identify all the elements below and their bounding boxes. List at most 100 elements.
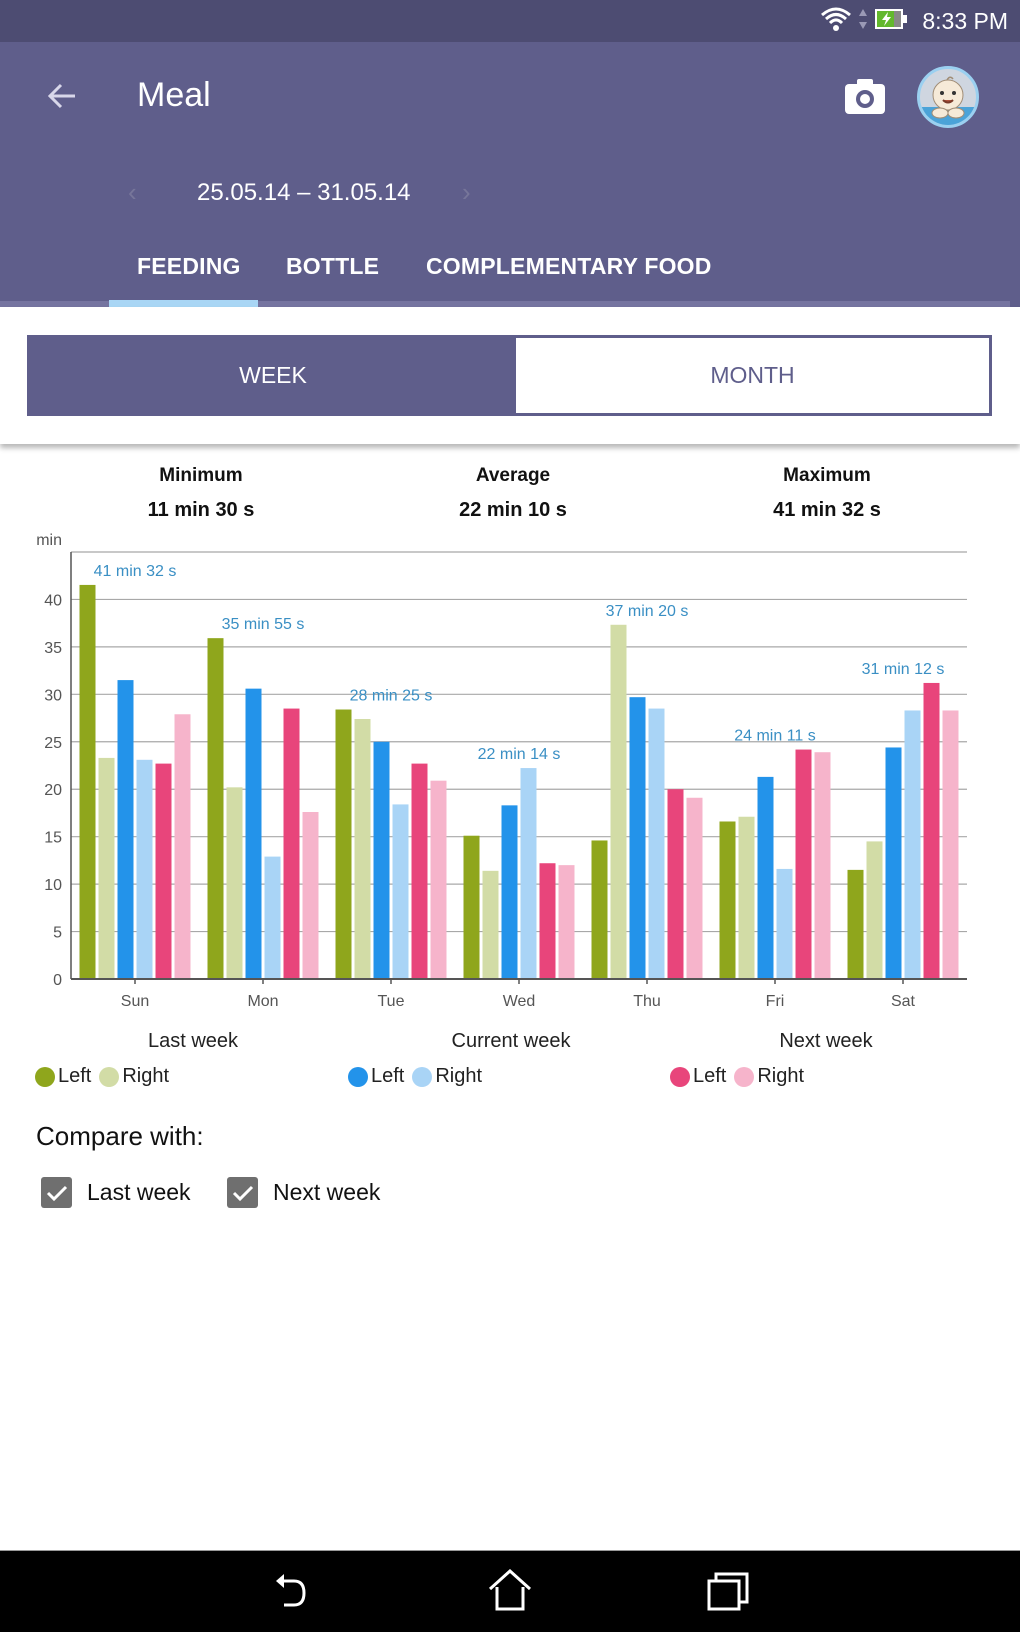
bar (885, 747, 902, 979)
compare-last-week-checkbox[interactable]: Last week (41, 1177, 191, 1208)
y-tick-label: 15 (44, 830, 62, 847)
app-bar: Meal ‹ 25.05.14 – 31 (0, 42, 1020, 307)
chevron-left-icon[interactable]: ‹ (128, 177, 137, 207)
page-title: Meal (137, 76, 211, 114)
checkbox-label: Last week (87, 1179, 191, 1205)
y-tick-label: 25 (44, 735, 62, 752)
grid-lines (71, 551, 967, 933)
status-time: 8:33 PM (922, 7, 1008, 34)
recents-icon (706, 1571, 750, 1616)
data-arrows-icon (858, 7, 868, 36)
bar-annotation: 37 min 20 s (606, 603, 689, 620)
bar (686, 797, 703, 979)
avatar[interactable] (917, 66, 979, 128)
y-tick-label: 10 (44, 877, 62, 894)
baby-avatar-icon (920, 76, 976, 125)
camera-icon (843, 79, 887, 120)
back-button[interactable] (40, 78, 84, 118)
arrow-left-icon (47, 83, 77, 114)
bar (98, 757, 115, 979)
y-tick-label: 35 (44, 640, 62, 657)
bar-annotation: 24 min 11 s (734, 728, 816, 745)
tab-complementary-food[interactable]: COMPLEMENTARY FOOD (426, 253, 712, 279)
x-tick-label: Wed (503, 993, 536, 1010)
legend-dot-current-left (348, 1066, 368, 1087)
battery-charging-icon (874, 7, 908, 36)
bar (430, 780, 447, 979)
bar (264, 856, 281, 979)
chevron-right-icon[interactable]: › (462, 177, 471, 207)
legend-label: Right (435, 1065, 483, 1087)
legend-title-last-week: Last week (147, 1030, 239, 1052)
x-tick-label: Sun (121, 993, 149, 1010)
y-tick-label: 30 (44, 687, 62, 704)
stat-average: Average 22 min 10 s (393, 465, 633, 522)
legend-label: Right (122, 1065, 170, 1087)
x-tick-label: Thu (633, 993, 661, 1010)
compare-next-week-checkbox[interactable]: Next week (227, 1177, 380, 1208)
tab-indicator (109, 300, 258, 307)
legend-dot-next-right (734, 1066, 755, 1087)
tab-bottle[interactable]: BOTTLE (286, 253, 380, 279)
checkbox-checked-icon[interactable] (41, 1177, 72, 1208)
bar (283, 708, 300, 979)
stat-value: 22 min 10 s (459, 499, 567, 521)
bar (411, 763, 428, 979)
camera-button[interactable] (843, 76, 887, 116)
bar (738, 816, 755, 979)
bar (719, 821, 736, 979)
status-bar: 8:33 PM (0, 0, 1020, 42)
axes: 0 5 10 15 20 25 30 35 40 Sun Mon Tue Wed Thu Fri Sat (44, 552, 967, 1010)
date-range-label: 25.05.14 – 31.05.14 (197, 179, 411, 206)
week-button[interactable]: WEEK (30, 338, 516, 413)
period-toggle: WEEK MONTH (27, 335, 992, 416)
legend-title-next-week: Next week (779, 1030, 873, 1052)
bar (648, 708, 665, 979)
bar (520, 768, 537, 979)
y-tick-label: 5 (53, 925, 62, 942)
bar (302, 811, 319, 979)
bar-annotation: 35 min 55 s (222, 616, 305, 633)
legend-current-week: Left Right (348, 1065, 490, 1088)
nav-recents-button[interactable] (703, 1571, 753, 1615)
bar (795, 749, 812, 979)
bar (866, 841, 883, 979)
bar (482, 870, 499, 979)
home-icon (488, 1568, 532, 1618)
checkbox-label: Next week (273, 1179, 381, 1205)
nav-home-button[interactable] (485, 1568, 535, 1618)
stat-maximum: Maximum 41 min 32 s (707, 465, 947, 522)
system-nav-bar (0, 1550, 1020, 1632)
nav-back-button[interactable] (267, 1571, 317, 1615)
bar (904, 710, 921, 979)
bar (591, 840, 608, 979)
legend-last-week: Left Right (35, 1065, 177, 1088)
bar (354, 719, 371, 979)
stat-value: 41 min 32 s (773, 499, 881, 521)
bar (207, 638, 224, 979)
bar-annotation: 28 min 25 s (350, 688, 433, 705)
bars (79, 584, 959, 979)
y-tick-label: 20 (44, 782, 62, 799)
y-tick-label: 40 (44, 592, 62, 609)
x-tick-label: Sat (891, 993, 916, 1010)
bar (501, 805, 518, 979)
bar (117, 680, 134, 979)
legend-label: Right (757, 1065, 805, 1087)
bar-annotation: 22 min 14 s (478, 746, 561, 763)
bar (79, 584, 96, 979)
tab-feeding[interactable]: FEEDING (137, 253, 241, 279)
bar (155, 763, 172, 979)
month-button[interactable]: MONTH (516, 338, 989, 413)
stat-minimum: Minimum 11 min 30 s (81, 465, 321, 522)
tab-bar: FEEDING BOTTLE COMPLEMENTARY FOOD (0, 245, 1020, 307)
status-icons: 8:33 PM (820, 0, 1008, 42)
bar (539, 863, 556, 979)
checkbox-checked-icon[interactable] (227, 1177, 258, 1208)
bar (629, 697, 646, 979)
bar (776, 868, 793, 979)
bar (942, 710, 959, 979)
bar (757, 776, 774, 979)
legend-title-current-week: Current week (451, 1030, 571, 1052)
bar (463, 835, 480, 979)
